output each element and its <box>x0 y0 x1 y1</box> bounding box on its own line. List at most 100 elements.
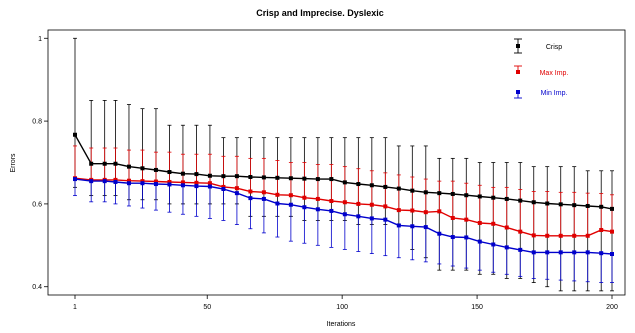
crisp-point <box>89 161 94 166</box>
max-imp-point <box>167 179 172 184</box>
crisp-point <box>126 164 131 169</box>
plot-frame <box>47 29 626 296</box>
crisp-point <box>329 177 334 182</box>
min-imp-point <box>477 239 482 244</box>
legend-min-imp-marker <box>516 90 520 94</box>
min-imp-point <box>518 247 523 252</box>
crisp-point <box>558 202 563 207</box>
max-imp-point <box>531 233 536 238</box>
error-bars <box>73 37 614 292</box>
max-imp-point <box>234 186 239 191</box>
min-imp-point <box>275 201 280 206</box>
min-imp-point <box>288 202 293 207</box>
min-imp-point <box>599 251 604 256</box>
max-imp-point <box>153 179 158 184</box>
crisp-point <box>464 193 469 198</box>
crisp-point <box>356 182 361 187</box>
min-imp-point <box>423 225 428 230</box>
y-tick-label: 1 <box>38 36 42 43</box>
crisp-point <box>585 203 590 208</box>
max-imp-point <box>491 221 496 226</box>
min-imp-point <box>410 224 415 229</box>
max-imp-point <box>396 208 401 213</box>
max-imp-point <box>194 180 199 185</box>
y-tick-label: 0.4 <box>32 284 42 291</box>
crisp-point <box>167 170 172 175</box>
crisp-point <box>315 177 320 182</box>
crisp-point <box>180 171 185 176</box>
crisp-point <box>383 184 388 189</box>
x-tick-label: 50 <box>203 304 211 311</box>
y-axis-label: Errors <box>10 153 17 173</box>
x-tick-label: 1 <box>73 304 77 311</box>
max-imp-point <box>369 202 374 207</box>
min-imp-point <box>610 252 614 257</box>
crisp-point <box>491 195 496 200</box>
x-tick-label: 200 <box>606 304 618 311</box>
max-imp-point <box>140 179 145 184</box>
min-imp-point <box>491 242 496 247</box>
legend-max-imp-marker <box>516 70 520 74</box>
max-imp-point <box>450 215 455 220</box>
min-imp-point <box>261 196 266 201</box>
crisp-point <box>369 183 374 188</box>
x-tick-label: 150 <box>471 304 483 311</box>
legend-max-imp-label: Max Imp. <box>540 70 569 77</box>
min-imp-point <box>194 184 199 189</box>
max-imp-point <box>464 217 469 222</box>
crisp-point <box>73 132 77 137</box>
max-imp-point <box>180 180 185 185</box>
crisp-point <box>610 206 614 211</box>
min-imp-point <box>102 179 107 184</box>
max-imp-point <box>572 233 577 238</box>
min-imp-point <box>234 191 239 196</box>
max-imp-point <box>410 208 415 213</box>
crisp-point <box>207 173 212 178</box>
max-imp-point <box>288 193 293 198</box>
min-imp-point <box>369 216 374 221</box>
crisp-point <box>572 203 577 208</box>
crisp-point <box>545 201 550 206</box>
max-imp-point <box>275 192 280 197</box>
min-imp-point <box>126 181 131 186</box>
min-imp-point <box>383 217 388 222</box>
max-imp-point <box>423 210 428 215</box>
series-lines <box>74 134 613 255</box>
crisp-point <box>518 198 523 203</box>
max-imp-point <box>504 225 509 230</box>
crisp-point <box>599 204 604 209</box>
max-imp-point <box>599 227 604 232</box>
min-imp-point <box>396 223 401 228</box>
crisp-point <box>275 175 280 180</box>
min-imp-point <box>329 208 334 213</box>
legend-min-imp-label: Min Imp. <box>541 90 568 97</box>
min-imp-point <box>342 212 347 217</box>
crisp-point <box>437 191 442 196</box>
min-imp-point <box>113 179 118 184</box>
min-imp-point <box>221 187 226 191</box>
max-imp-point <box>610 229 614 234</box>
max-imp-line <box>74 177 613 237</box>
crisp-point <box>153 167 158 172</box>
max-imp-point <box>207 181 212 186</box>
crisp-point <box>140 166 145 171</box>
max-imp-point <box>518 229 523 234</box>
max-imp-point <box>342 200 347 205</box>
max-imp-point <box>383 204 388 209</box>
min-imp-point <box>73 177 77 182</box>
max-imp-point <box>558 233 563 238</box>
crisp-point <box>221 174 226 179</box>
crisp-point <box>102 161 107 166</box>
min-imp-point <box>140 181 145 186</box>
crisp-point <box>450 191 455 196</box>
y-tick-label: 0.8 <box>32 119 42 126</box>
min-imp-point <box>464 235 469 240</box>
chart-title: Crisp and Imprecise. Dyslexic <box>256 8 384 18</box>
max-imp-point <box>261 190 266 195</box>
max-imp-point <box>356 201 361 206</box>
max-imp-point <box>585 233 590 238</box>
min-imp-line <box>74 178 613 255</box>
min-imp-point <box>248 196 253 201</box>
crisp-point <box>423 190 428 195</box>
crisp-point <box>477 194 482 199</box>
